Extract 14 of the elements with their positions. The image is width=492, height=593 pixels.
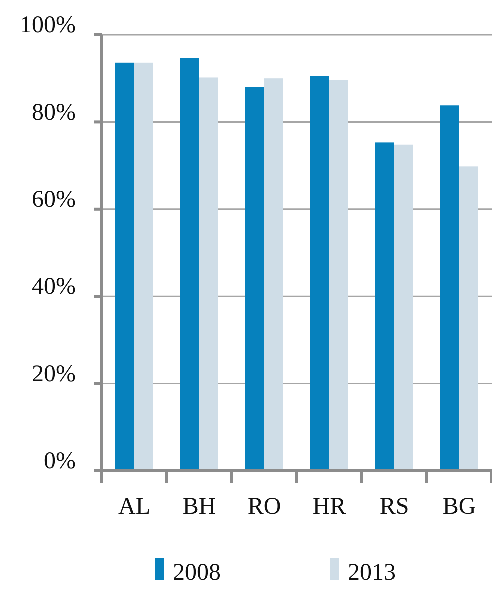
x-tick-label: BG [442, 494, 476, 520]
x-tick-label: AL [118, 494, 150, 520]
y-tick-label: 100% [20, 12, 76, 39]
y-tick-label: 80% [32, 100, 76, 126]
x-tick-label: BH [182, 494, 216, 520]
y-tick-label: 0% [44, 448, 76, 475]
x-tick-label: RO [248, 494, 282, 520]
legend-label: 2008 [173, 560, 221, 586]
x-tick-label: RS [380, 494, 410, 520]
legend-label: 2013 [348, 560, 396, 586]
y-tick-label: 40% [32, 274, 76, 300]
x-tick-label: HR [312, 494, 346, 520]
y-tick-label: 60% [32, 187, 76, 213]
y-tick-label: 20% [32, 361, 76, 388]
